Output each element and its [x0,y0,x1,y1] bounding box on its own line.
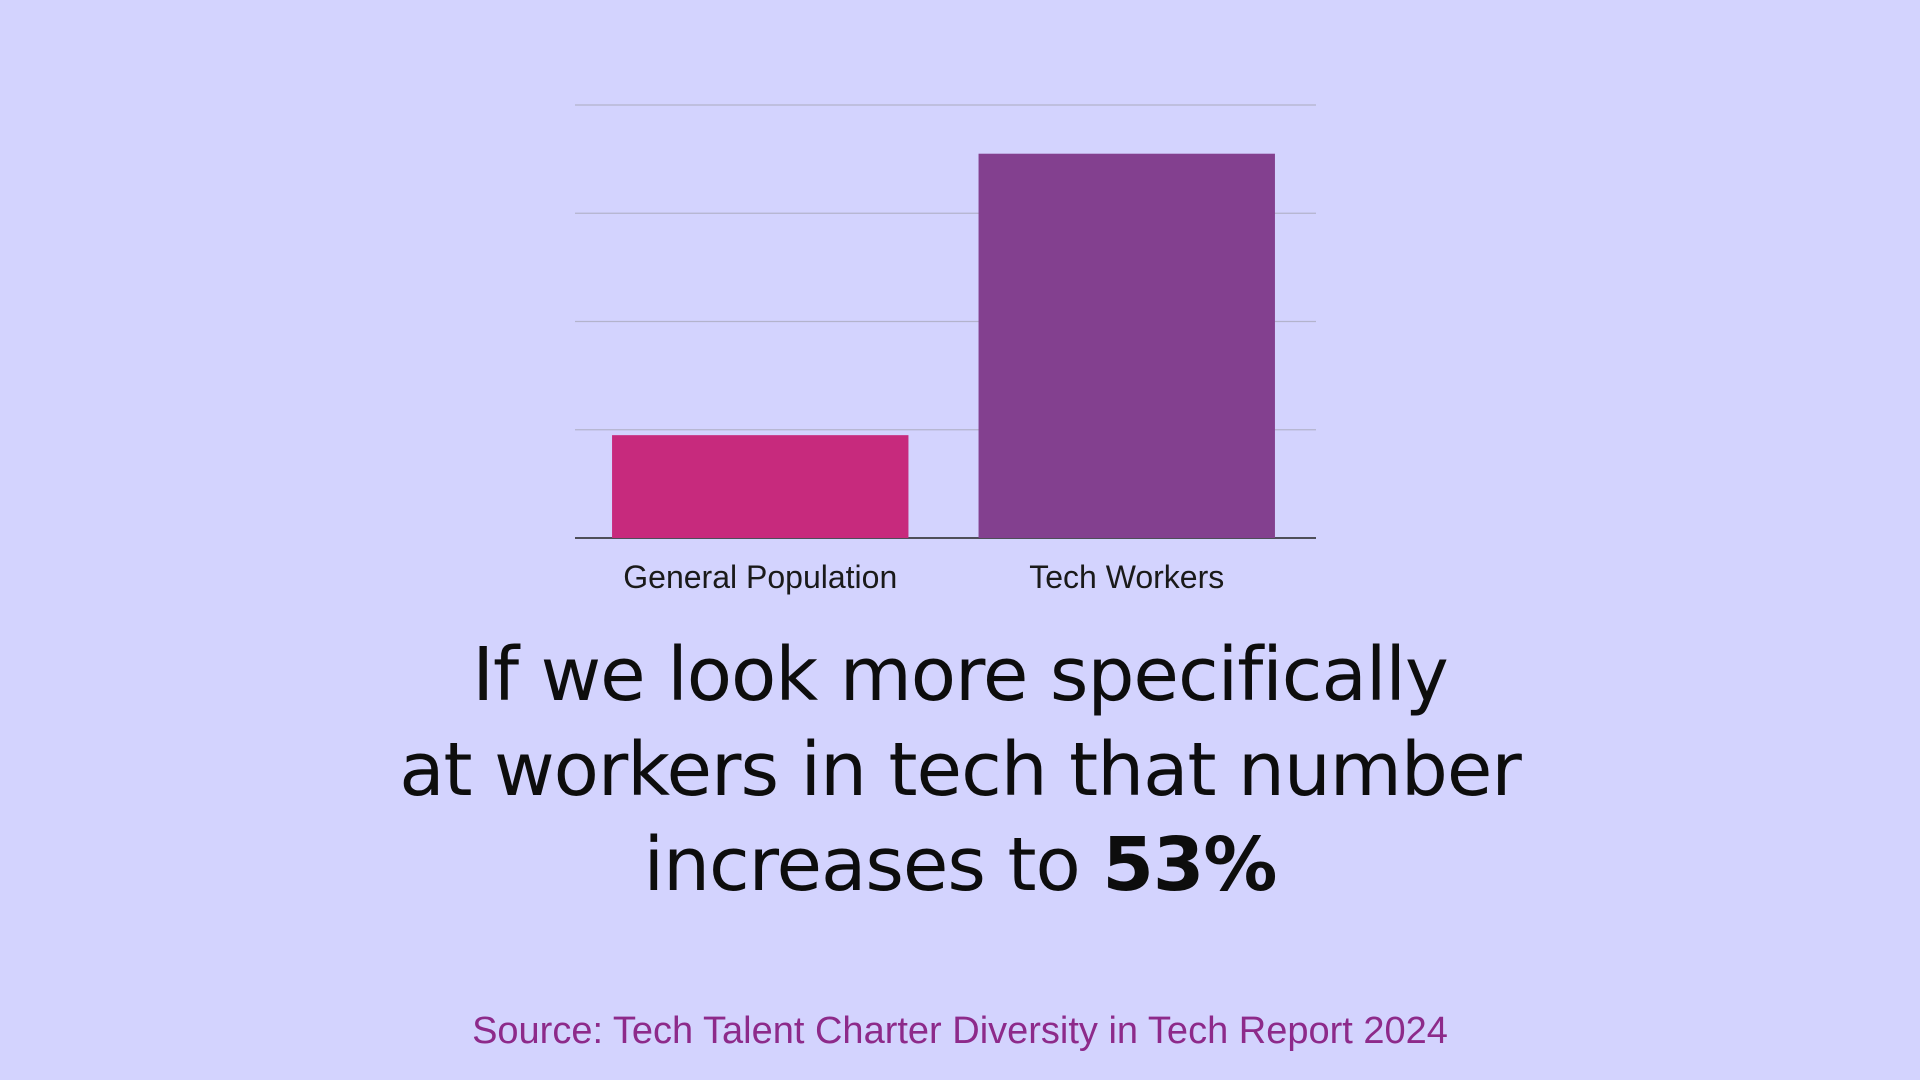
category-label: General Population [623,559,897,595]
bar-chart: General Population Tech Workers [575,104,1316,595]
headline-line-3: increases to 53% [0,818,1920,913]
category-label: Tech Workers [1029,559,1224,595]
headline: If we look more specifically at workers … [0,628,1920,913]
headline-line-1: If we look more specifically [472,632,1449,718]
headline-line-3-prefix: increases to [643,822,1103,908]
headline-highlight-value: 53% [1102,822,1277,908]
bar-general-population [612,435,909,538]
headline-line-2: at workers in tech that number [399,727,1522,813]
bar-tech-workers [978,153,1275,538]
source-citation: Source: Tech Talent Charter Diversity in… [472,1010,1448,1052]
chart-category-labels: General Population Tech Workers [623,559,1224,595]
chart-bars [612,153,1275,538]
